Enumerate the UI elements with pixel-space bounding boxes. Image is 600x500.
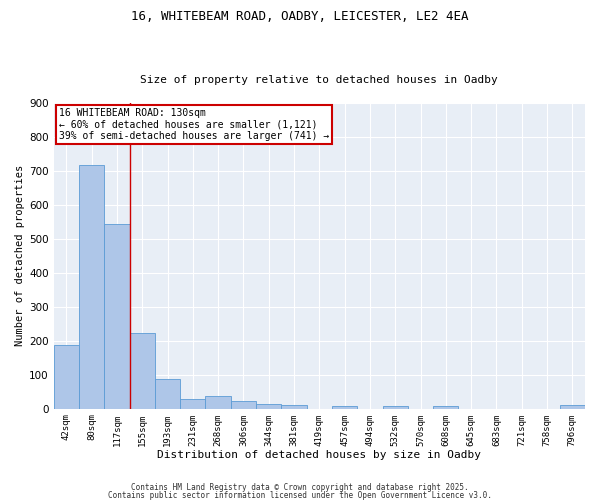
X-axis label: Distribution of detached houses by size in Oadby: Distribution of detached houses by size … [157,450,481,460]
Bar [231,401,256,408]
Bar [383,406,408,408]
Bar [79,166,104,408]
Bar [53,345,79,408]
Text: Contains public sector information licensed under the Open Government Licence v3: Contains public sector information licen… [108,490,492,500]
Text: 16, WHITEBEAM ROAD, OADBY, LEICESTER, LE2 4EA: 16, WHITEBEAM ROAD, OADBY, LEICESTER, LE… [131,10,469,23]
Bar [205,396,231,408]
Bar [433,406,458,408]
Bar [281,404,307,408]
Bar [104,224,130,408]
Bar [180,399,205,408]
Bar [155,379,180,408]
Bar [560,406,585,408]
Title: Size of property relative to detached houses in Oadby: Size of property relative to detached ho… [140,76,498,86]
Y-axis label: Number of detached properties: Number of detached properties [15,165,25,346]
Bar [332,406,357,408]
Bar [256,404,281,408]
Text: Contains HM Land Registry data © Crown copyright and database right 2025.: Contains HM Land Registry data © Crown c… [131,484,469,492]
Text: 16 WHITEBEAM ROAD: 130sqm
← 60% of detached houses are smaller (1,121)
39% of se: 16 WHITEBEAM ROAD: 130sqm ← 60% of detac… [59,108,329,140]
Bar [130,332,155,408]
